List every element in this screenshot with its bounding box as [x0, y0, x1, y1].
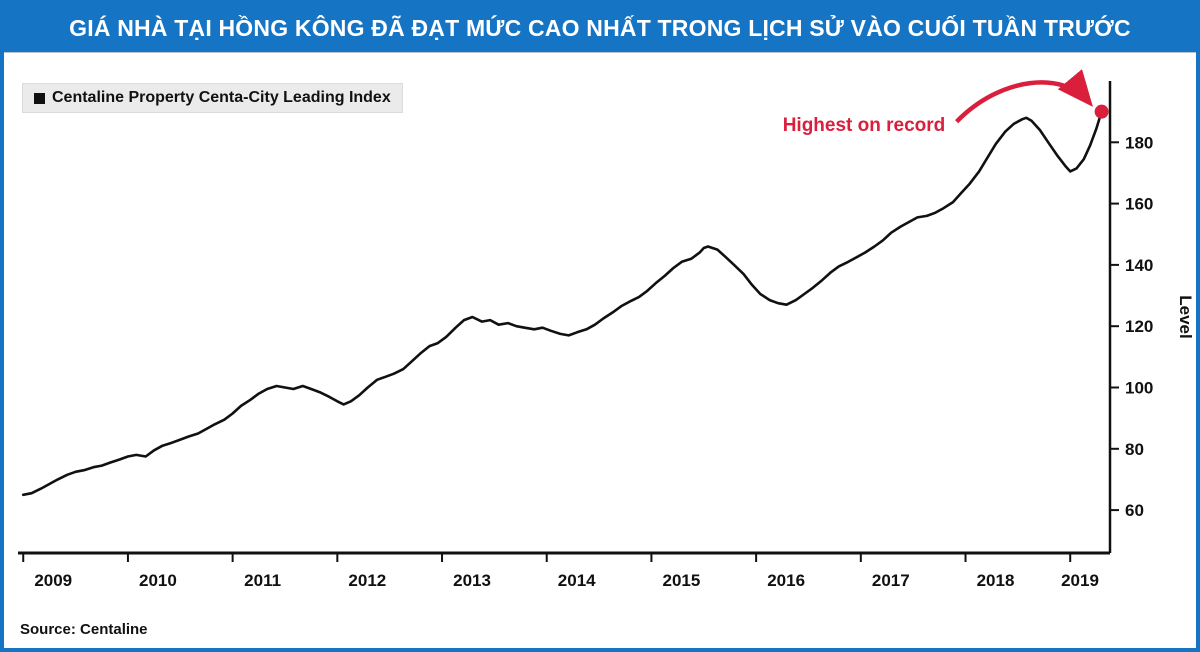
x-tick-label: 2017: [872, 571, 910, 590]
annotation-arrow: [955, 69, 1093, 124]
y-tick-label: 180: [1125, 133, 1153, 152]
x-tick-label: 2018: [977, 571, 1015, 590]
legend-swatch-icon: [34, 92, 45, 104]
legend-label: Centaline Property Centa-City Leading In…: [52, 89, 391, 106]
y-tick-label: 120: [1125, 317, 1153, 336]
y-tick-label: 100: [1125, 378, 1153, 397]
x-tick-label: 2009: [34, 571, 72, 590]
y-tick-label: 140: [1125, 256, 1153, 275]
x-tick-label: 2016: [767, 571, 805, 590]
source-note: Source: Centaline: [20, 621, 148, 638]
page-title: GIÁ NHÀ TẠI HỒNG KÔNG ĐÃ ĐẠT MỨC CAO NHẤ…: [69, 14, 1131, 41]
annotation-highest-on-record: Highest on record: [782, 115, 946, 136]
x-tick-label: 2011: [244, 571, 281, 590]
y-tick-label: 80: [1125, 440, 1144, 459]
y-tick-label: 160: [1125, 195, 1153, 214]
y-tick-label: 60: [1125, 501, 1144, 520]
record-high-marker: [1094, 104, 1109, 119]
chart-area: 2009 2010 2011 2012 2013 2014 2015 2016 2017 2018…: [4, 52, 1196, 648]
x-tick-label: 2013: [453, 571, 491, 590]
y-axis-title: Level: [1176, 295, 1195, 338]
x-tick-label: 2019: [1061, 571, 1099, 590]
index-line: [21, 110, 1103, 497]
x-tick-label: 2012: [348, 571, 386, 590]
x-tick-label: 2015: [663, 571, 701, 590]
legend: Centaline Property Centa-City Leading In…: [22, 83, 403, 113]
line-chart: 2009 2010 2011 2012 2013 2014 2015 2016 2017 2018…: [18, 69, 1195, 590]
x-tick-label: 2014: [558, 571, 596, 590]
title-banner: GIÁ NHÀ TẠI HỒNG KÔNG ĐÃ ĐẠT MỨC CAO NHẤ…: [4, 4, 1196, 52]
x-tick-label: 2010: [139, 571, 177, 590]
